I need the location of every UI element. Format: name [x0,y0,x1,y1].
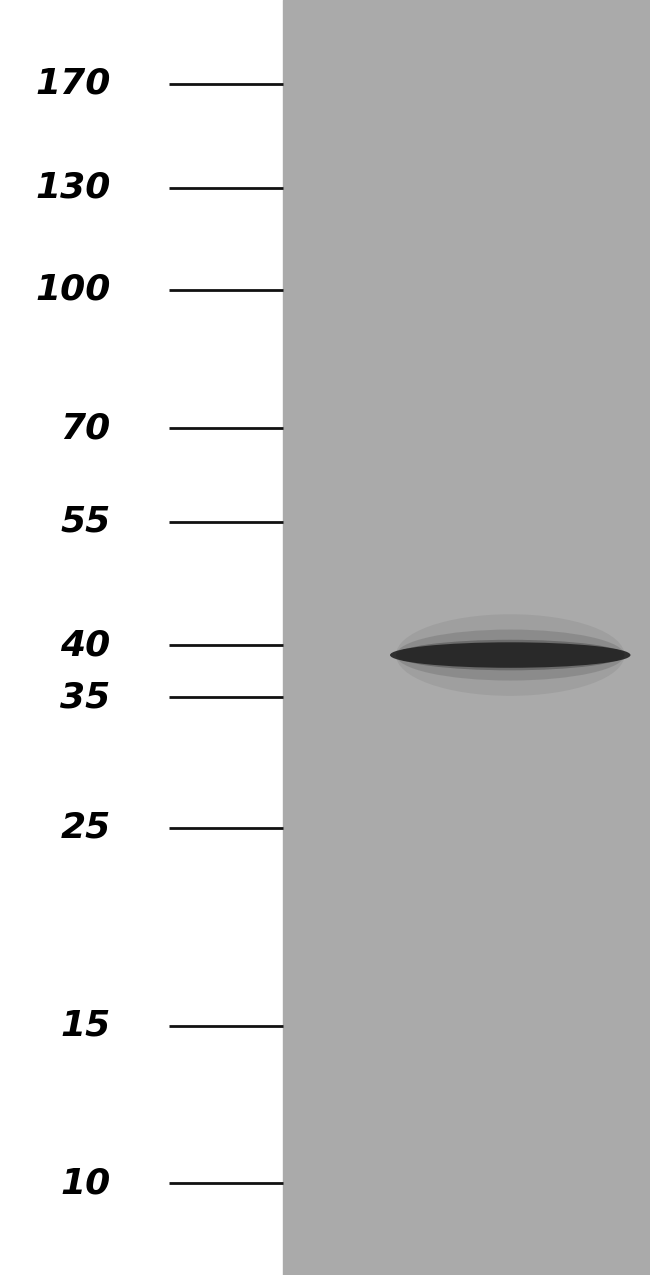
Ellipse shape [396,615,625,696]
Text: 100: 100 [35,273,111,307]
Ellipse shape [396,640,625,671]
Text: 25: 25 [60,811,111,844]
Text: 15: 15 [60,1009,111,1043]
Text: 55: 55 [60,505,111,538]
Text: 70: 70 [60,411,111,445]
Text: 10: 10 [60,1167,111,1200]
Text: 35: 35 [60,680,111,714]
Ellipse shape [396,630,625,681]
Text: 130: 130 [35,171,111,205]
Text: 40: 40 [60,629,111,662]
Ellipse shape [390,643,630,668]
Text: 170: 170 [35,66,111,101]
